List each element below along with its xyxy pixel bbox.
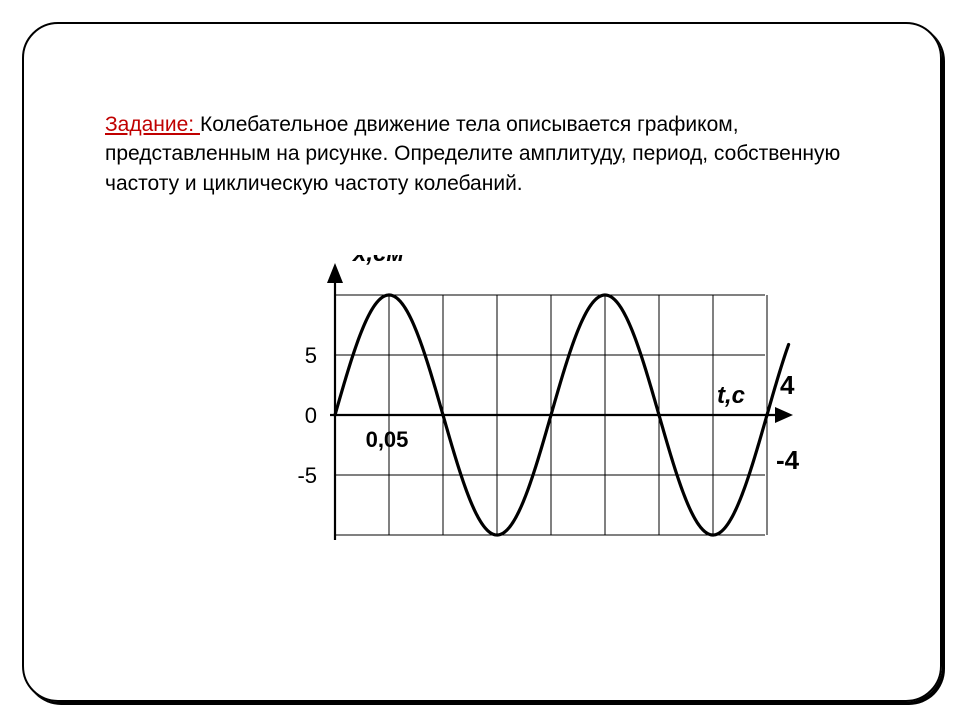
problem-text: Задание: Колебательное движение тела опи… (105, 110, 865, 198)
task-body: Колебательное движение тела описывается … (105, 113, 840, 195)
svg-text:0: 0 (305, 403, 317, 428)
side-label-top: 4 (780, 370, 794, 401)
side-label-bottom: -4 (776, 445, 799, 476)
svg-text:t,с: t,с (717, 382, 745, 409)
task-label: Задание: (105, 113, 200, 136)
oscillation-chart: x,см t,с 5 0 -5 0,05 (170, 255, 810, 575)
slide-frame: Задание: Колебательное движение тела опи… (0, 0, 960, 720)
svg-text:-5: -5 (297, 463, 317, 488)
svg-text:x,см: x,см (351, 255, 404, 267)
svg-text:0,05: 0,05 (366, 427, 409, 452)
svg-text:5: 5 (305, 343, 317, 368)
